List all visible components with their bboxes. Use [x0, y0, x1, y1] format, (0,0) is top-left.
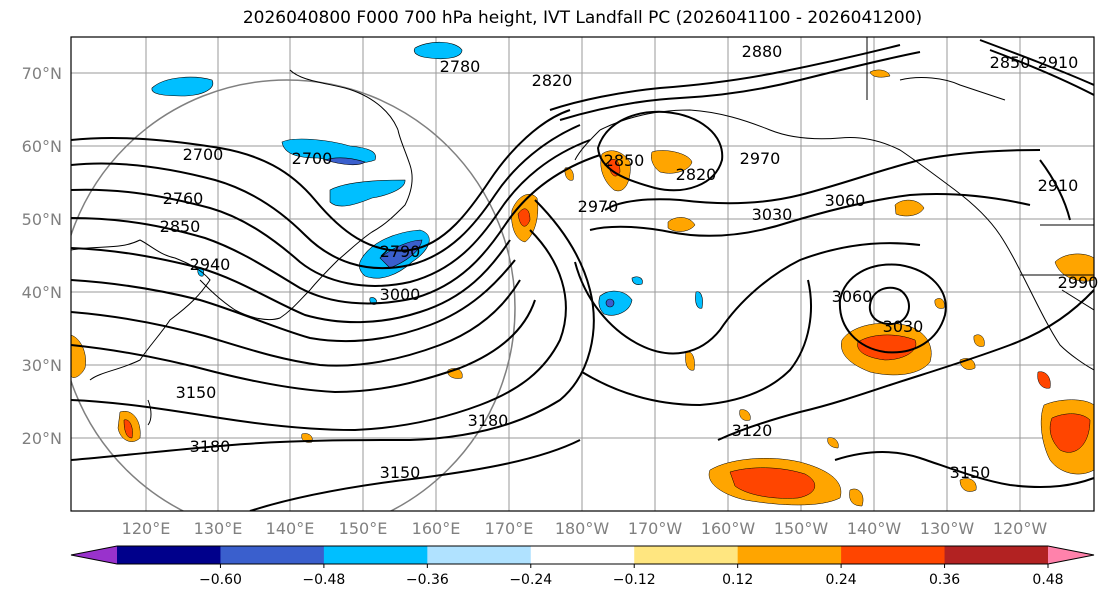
- map-title: 2026040800 F000 700 hPa height, IVT Land…: [242, 8, 923, 28]
- contour-label: 2910: [1038, 176, 1079, 195]
- contour-label: 3150: [950, 463, 991, 482]
- colorbar-tick-label: 0.36: [929, 572, 960, 588]
- lon-label: 180°W: [555, 519, 610, 538]
- lat-label: 50°N: [22, 210, 62, 229]
- graticule: [71, 37, 1094, 511]
- colorbar-segment: [117, 546, 221, 564]
- contour-label: 2780: [440, 57, 481, 76]
- contour-label: 3060: [832, 287, 873, 306]
- colorbar-segment: [427, 546, 532, 564]
- contour-label: 2790: [380, 242, 421, 261]
- contour-label: 2990: [1058, 273, 1099, 292]
- contour-label: 3000: [380, 285, 421, 304]
- lon-label: 160°W: [701, 519, 756, 538]
- lon-label: 160°E: [412, 519, 461, 538]
- height-contours: [71, 39, 1094, 511]
- colorbar-outline: [70, 545, 1095, 565]
- colorbar-segment: [323, 546, 428, 564]
- lon-label: 140°E: [266, 519, 315, 538]
- lat-label: 70°N: [22, 64, 62, 83]
- contour-label: 3150: [176, 383, 217, 402]
- colorbar-tick-label: 0.48: [1032, 572, 1063, 588]
- contour-label: 2850: [160, 217, 201, 236]
- positive-ivt-shading: [71, 69, 1094, 507]
- contour-label: 2760: [163, 189, 204, 208]
- negative-ivt-shading: [151, 41, 703, 316]
- lat-label: 60°N: [22, 137, 62, 156]
- lon-label: 150°W: [774, 519, 829, 538]
- lon-label: 130°W: [920, 519, 975, 538]
- lat-label: 40°N: [22, 283, 62, 302]
- colorbar-segment: [530, 546, 635, 564]
- colorbar-tick-label: 0.24: [826, 572, 857, 588]
- latitude-labels: 70°N 60°N 50°N 40°N 30°N 20°N: [22, 64, 62, 448]
- colorbar-extend-high: [1048, 546, 1094, 564]
- colorbar-tick-label: −0.48: [302, 572, 345, 588]
- contour-label: 3030: [752, 205, 793, 224]
- colorbar-tick-label: −0.12: [613, 572, 656, 588]
- lat-label: 20°N: [22, 429, 62, 448]
- contour-label: 2910: [1038, 53, 1079, 72]
- contour-label: 2700: [292, 149, 333, 168]
- contour-label: 2970: [578, 197, 619, 216]
- contour-labels: 2700 2760 2850 2940 3000 3150 3180 2790 …: [160, 42, 1099, 482]
- colorbar: −0.60 −0.48 −0.36 −0.24 −0.12 0.12 0.24 0.36 0.4…: [70, 545, 1095, 588]
- colorbar-segment: [634, 546, 739, 564]
- lon-label: 120°W: [993, 519, 1048, 538]
- lon-label: 130°E: [194, 519, 243, 538]
- contour-label: 3180: [468, 411, 509, 430]
- contour-label: 2850: [990, 53, 1031, 72]
- contour-label: 2700: [183, 145, 224, 164]
- colorbar-extend-low: [71, 546, 117, 564]
- colorbar-segment: [737, 546, 842, 564]
- colorbar-tick-label: −0.60: [199, 572, 242, 588]
- lon-label: 170°E: [485, 519, 534, 538]
- lon-label: 170°W: [628, 519, 683, 538]
- contour-label: 2940: [190, 255, 231, 274]
- coastlines: [71, 37, 1094, 426]
- colorbar-tick-label: −0.36: [406, 572, 449, 588]
- lon-label: 120°E: [122, 519, 171, 538]
- longitude-labels: 120°E 130°E 140°E 150°E 160°E 170°E 180°…: [122, 519, 1048, 538]
- contour-label: 2820: [676, 165, 717, 184]
- lon-label: 150°E: [339, 519, 388, 538]
- contour-label: 2820: [532, 71, 573, 90]
- contour-label: 3120: [732, 421, 773, 440]
- colorbar-segment: [944, 546, 1049, 564]
- contour-label: 3060: [825, 191, 866, 210]
- contour-label: 2850: [604, 151, 645, 170]
- contour-label: 2970: [740, 149, 781, 168]
- colorbar-segment: [220, 546, 325, 564]
- colorbar-tick-label: −0.24: [509, 572, 552, 588]
- lon-label: 140°W: [847, 519, 902, 538]
- landfall-region-circle: [71, 79, 516, 511]
- contour-label: 3030: [883, 317, 924, 336]
- contour-label: 3180: [190, 437, 231, 456]
- contour-label: 2880: [742, 42, 783, 61]
- colorbar-segment: [841, 546, 946, 564]
- lat-label: 30°N: [22, 356, 62, 375]
- map-frame: [70, 36, 1095, 512]
- contour-label: 3150: [380, 463, 421, 482]
- colorbar-tick-label: 0.12: [722, 572, 753, 588]
